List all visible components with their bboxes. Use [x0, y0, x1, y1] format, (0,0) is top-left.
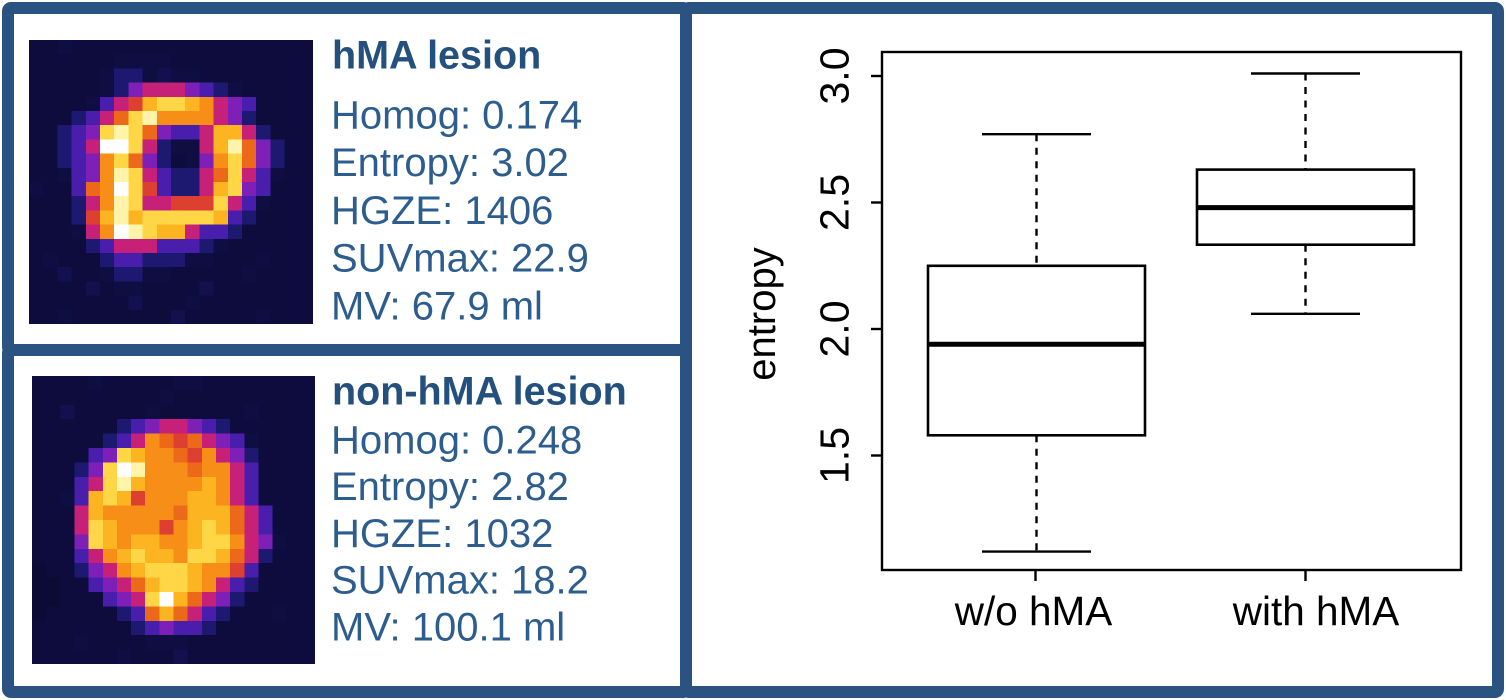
svg-text:w/o hMA: w/o hMA: [954, 588, 1113, 634]
svg-text:3.0: 3.0: [812, 48, 858, 105]
svg-text:MV: 67.9 ml: MV: 67.9 ml: [331, 284, 543, 328]
svg-text:Entropy: 3.02: Entropy: 3.02: [331, 141, 569, 185]
svg-text:SUVmax: 18.2: SUVmax: 18.2: [331, 559, 589, 603]
svg-text:2.0: 2.0: [812, 301, 858, 358]
svg-text:hMA lesion: hMA lesion: [332, 33, 541, 77]
svg-text:MV: 100.1 ml: MV: 100.1 ml: [331, 605, 565, 649]
svg-text:1.5: 1.5: [812, 427, 858, 484]
svg-text:SUVmax: 22.9: SUVmax: 22.9: [331, 237, 589, 281]
svg-text:HGZE: 1406: HGZE: 1406: [331, 189, 553, 233]
svg-text:Homog: 0.174: Homog: 0.174: [331, 93, 582, 137]
svg-text:non-hMA lesion: non-hMA lesion: [332, 369, 627, 413]
svg-text:Homog: 0.248: Homog: 0.248: [331, 418, 582, 462]
svg-text:HGZE: 1032: HGZE: 1032: [331, 512, 553, 556]
svg-text:entropy: entropy: [740, 247, 784, 380]
svg-text:Entropy: 2.82: Entropy: 2.82: [331, 465, 569, 509]
svg-text:with hMA: with hMA: [1232, 588, 1400, 634]
svg-text:2.5: 2.5: [812, 174, 858, 231]
